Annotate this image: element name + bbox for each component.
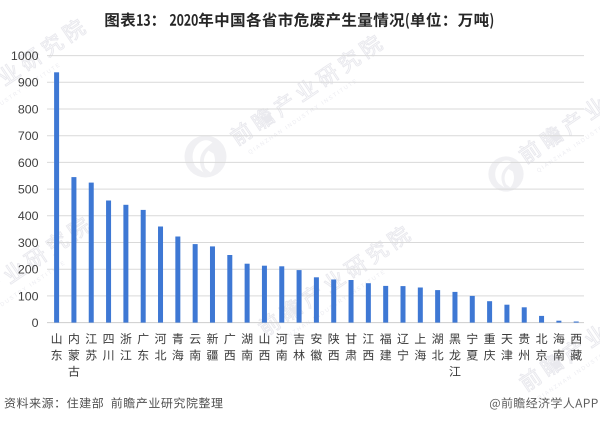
svg-text:1000: 1000 [11, 49, 39, 63]
svg-text:500: 500 [18, 183, 39, 197]
svg-text:800: 800 [18, 102, 39, 116]
svg-text:100: 100 [18, 289, 39, 303]
svg-text:400: 400 [18, 209, 39, 223]
svg-text:0: 0 [32, 316, 39, 330]
svg-text:900: 900 [18, 76, 39, 90]
svg-text:300: 300 [18, 236, 39, 250]
svg-text:200: 200 [18, 263, 39, 277]
svg-text:700: 700 [18, 129, 39, 143]
svg-text:600: 600 [18, 156, 39, 170]
